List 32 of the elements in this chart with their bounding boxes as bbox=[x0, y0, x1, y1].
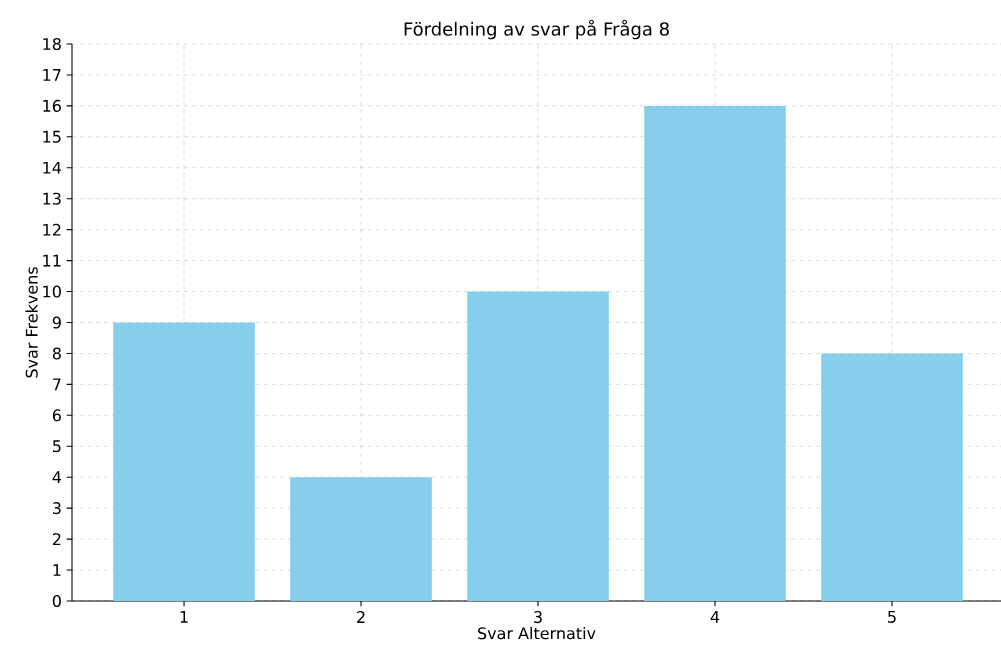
y-tick-label: 9 bbox=[52, 316, 61, 329]
y-tick-label: 16 bbox=[43, 99, 61, 112]
y-tick-label: 14 bbox=[43, 161, 62, 174]
y-tick-label: 18 bbox=[43, 37, 61, 51]
y-tick-label: 10 bbox=[43, 285, 61, 298]
x-tick-label: 4 bbox=[710, 611, 720, 623]
y-tick-label: 6 bbox=[52, 409, 61, 422]
y-tick-label: 13 bbox=[43, 192, 61, 205]
x-tick-label: 3 bbox=[534, 611, 542, 624]
y-tick-label: 15 bbox=[43, 130, 61, 143]
bar bbox=[290, 477, 432, 601]
y-tick-label: 7 bbox=[53, 378, 61, 391]
bar bbox=[821, 353, 963, 601]
x-tick-label: 2 bbox=[357, 611, 365, 623]
y-tick-label: 4 bbox=[52, 471, 62, 484]
y-tick-label: 0 bbox=[52, 594, 61, 608]
y-tick-label: 12 bbox=[43, 223, 61, 236]
y-tick-label: 17 bbox=[43, 69, 61, 81]
y-tick-label: 5 bbox=[53, 440, 61, 453]
y-tick-label: 8 bbox=[52, 347, 61, 360]
y-tick-label: 11 bbox=[43, 254, 61, 267]
x-axis-title: Svar Alternativ bbox=[478, 626, 596, 640]
bar bbox=[467, 291, 609, 601]
y-tick-label: 3 bbox=[52, 502, 61, 515]
bar bbox=[113, 322, 255, 601]
x-tick-label: 5 bbox=[888, 611, 896, 623]
y-axis-title: Svar Frekvens bbox=[25, 267, 38, 378]
bar bbox=[644, 105, 786, 601]
x-tick-label: 1 bbox=[180, 611, 188, 623]
y-tick-label: 1 bbox=[53, 564, 61, 576]
y-tick-label: 2 bbox=[52, 533, 61, 546]
chart-title: Fördelning av svar på Fråga 8 bbox=[404, 19, 669, 40]
